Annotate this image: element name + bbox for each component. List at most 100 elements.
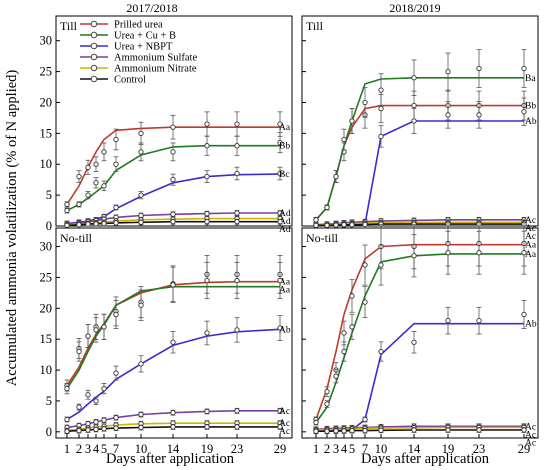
significance-label: Ad [279,225,291,235]
data-point [476,112,482,118]
panel-label: Till [60,19,78,33]
data-point [333,428,339,434]
data-point [349,324,355,330]
data-point [138,130,144,137]
panel-frame [301,227,539,439]
x-axis-title-left: Days after application [106,451,235,467]
legend-item-urea-nbpt: Urea + NBPT [80,42,173,53]
data-point [85,221,91,227]
x-tick-label: 29 [274,442,287,456]
y-tick-label: 15 [40,332,53,346]
significance-label: Ab [279,325,291,335]
data-point [138,219,144,225]
data-point [349,118,355,124]
significance-label: Ac [279,419,290,429]
data-point [521,65,527,72]
series-prilled-urea: Aa [64,111,291,208]
x-tick-label: 7 [113,442,119,456]
data-point [138,361,144,367]
data-point [333,222,339,228]
data-point [411,118,417,124]
data-point [101,417,107,423]
data-point [204,424,210,430]
x-tick-label: 23 [231,442,244,456]
significance-label: Ac [525,232,536,242]
significance-label: Ab [525,117,537,127]
data-point [101,183,107,189]
series-urea-nbpt: Ab [313,97,537,229]
data-point [85,392,91,398]
significance-label: Ab [525,320,537,330]
data-point [93,221,99,227]
significance-label: Ac [525,216,536,226]
data-point [378,133,384,140]
data-point [411,427,417,433]
series-urea-nbpt: Ab [64,315,291,423]
panel-frame [55,227,293,439]
x-tick-label: 10 [375,442,388,456]
data-point [277,424,283,430]
legend-item-ammonium-sulfate: Ammonium Sulfate [80,53,197,64]
significance-label: Ac [525,224,536,234]
y-tick-label: 30 [40,240,53,254]
legend-marker [90,53,98,61]
x-axis-title-right: Days after application [361,451,490,467]
y-tick-label: 0 [46,219,52,233]
y-tick-label: 30 [40,34,53,48]
series-control: Ac [64,424,290,437]
legend-label: Prilled urea [114,20,163,31]
data-point [324,401,330,407]
legend-item-ammonium-nitrate: Ammonium Nitrate [80,64,197,75]
data-point [64,201,70,208]
x-tick-label: 1 [313,442,319,456]
y-tick-label: 0 [46,425,52,439]
x-tick-label: 1 [64,442,70,456]
x-tick-label: 3 [85,442,91,456]
data-point [234,277,240,284]
significance-label: Bb [279,142,290,152]
data-point [138,411,144,418]
data-point [76,348,82,355]
fit-line [315,77,524,221]
x-tick-label: 5 [349,442,355,456]
data-point [277,121,283,127]
fit-line [315,104,524,221]
data-point [476,65,482,72]
series-prilled-urea: Aa [64,255,291,392]
x-tick-label: 2 [76,442,82,456]
data-point [234,424,240,430]
panel-frame [55,15,293,227]
data-point [170,149,176,155]
data-point [101,149,107,155]
data-point [204,210,210,217]
data-point [324,222,330,229]
fit-line [315,243,524,420]
series-prilled-urea: Aa [313,220,537,423]
y-tick-label: 15 [40,126,53,140]
panel-frame [301,15,539,227]
data-point [476,427,482,433]
significance-label: Ac [279,407,290,417]
data-point [277,219,283,225]
data-point [313,419,319,426]
data-point [113,311,119,318]
data-point [64,428,70,434]
data-point [76,222,82,228]
data-point [76,427,82,434]
legend-label: Urea + Cu + B [114,31,176,42]
data-point [204,121,210,127]
data-point [341,222,347,228]
data-point [170,219,176,225]
data-point [341,428,347,434]
legend-label: Ammonium Nitrate [114,64,197,75]
significance-label: Ac [525,438,536,448]
series-urea-cu-b: Aa [313,230,537,426]
data-point [521,109,527,115]
panel-label: No-till [306,231,339,245]
significance-label: Aa [279,286,291,296]
data-point [101,324,107,330]
data-point [411,75,417,81]
y-tick-label: 5 [46,394,52,408]
data-point [324,389,330,395]
significance-label: Aa [279,278,291,288]
